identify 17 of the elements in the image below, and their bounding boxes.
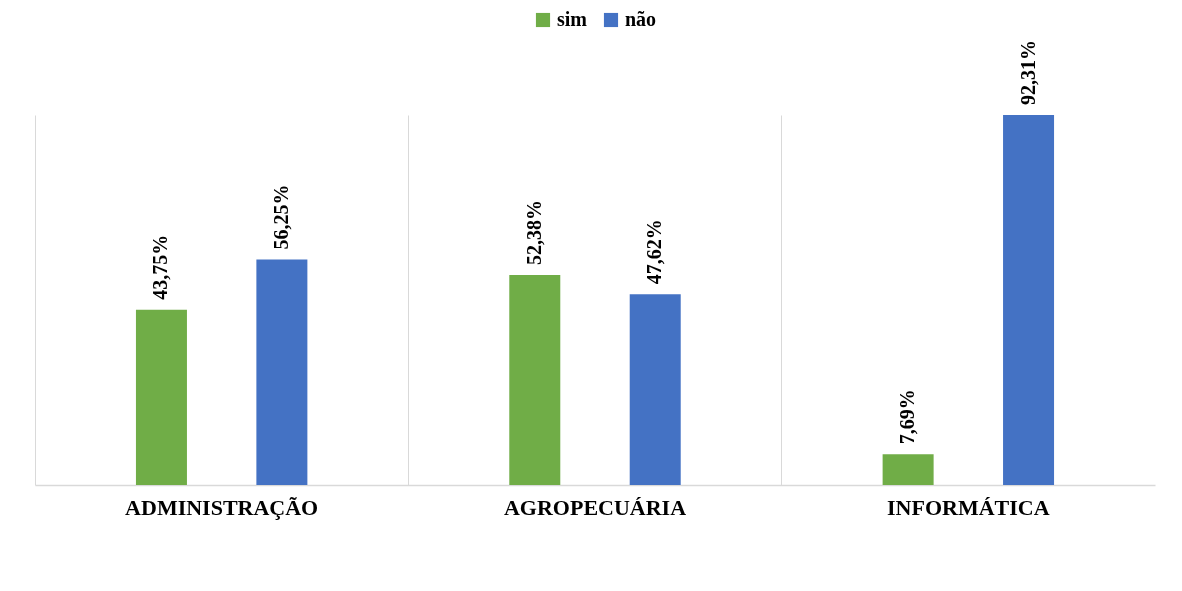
- data-label: 52,38%: [522, 200, 545, 266]
- bar: [882, 454, 934, 485]
- bar: [629, 294, 681, 485]
- data-label: 7,69%: [896, 389, 919, 445]
- bar: [509, 275, 561, 485]
- data-label: 43,75%: [149, 234, 172, 300]
- legend-label: sim: [557, 8, 588, 30]
- data-label: 92,31%: [1016, 40, 1039, 105]
- x-tick-label: INFORMÁTICA: [887, 494, 1050, 520]
- data-label: 47,62%: [643, 219, 666, 285]
- legend-label: não: [625, 8, 657, 30]
- bar: [256, 259, 308, 485]
- bar: [1003, 115, 1055, 485]
- data-label: 56,25%: [269, 184, 292, 250]
- x-tick-label: ADMINISTRAÇÃO: [125, 494, 319, 520]
- bar: [135, 309, 187, 485]
- x-tick-label: AGROPECUÁRIA: [503, 494, 687, 520]
